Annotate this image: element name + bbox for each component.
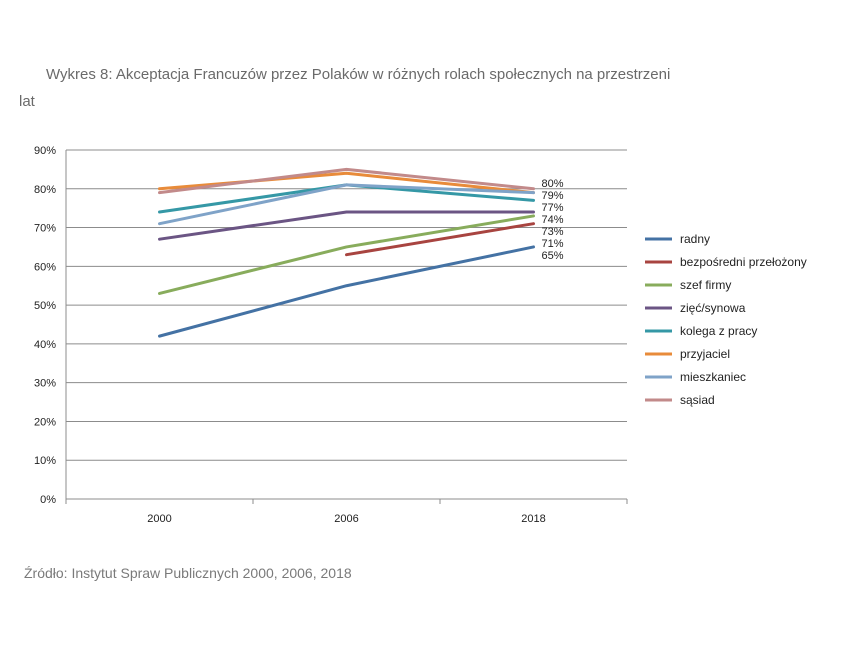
x-axis: 2000 2006 2018 (65, 150, 628, 525)
y-tick-label: 40% (34, 339, 56, 351)
x-tick-label: 2000 (147, 513, 171, 525)
legend-label: przyjaciel (680, 347, 730, 361)
y-tick-label: 70% (34, 223, 56, 235)
source-note: Źródło: Instytut Spraw Publicznych 2000,… (24, 565, 352, 581)
series-lines (158, 167, 535, 338)
y-tick-label: 80% (34, 184, 56, 196)
y-tick-label: 60% (34, 261, 56, 273)
y-tick-label: 50% (34, 300, 56, 312)
series-line-radny (158, 245, 535, 338)
data-label: 71% (542, 238, 564, 250)
x-tick-label: 2006 (334, 513, 358, 525)
legend-label: sąsiad (680, 393, 715, 407)
data-labels: 80%79%77%74%73%71%65% (542, 178, 564, 262)
legend-label: szef firmy (680, 278, 731, 292)
legend-label: kolega z pracy (680, 324, 757, 338)
data-label: 74% (542, 214, 564, 226)
series-line-zi-synowa (158, 210, 535, 241)
y-tick-label: 20% (34, 416, 56, 428)
legend-label: zięć/synowa (680, 301, 746, 315)
legend-label: bezpośredni przełożony (680, 255, 807, 269)
y-tick-label: 10% (34, 455, 56, 467)
series-line-bezpo-redni-prze-o-ony (345, 222, 535, 257)
data-label: 65% (542, 250, 564, 262)
chart-title: Wykres 8: Akceptacja Francuzów przez Pol… (46, 66, 671, 83)
y-axis-ticks: 0% 10% 20% 30% 40% 50% 60% 70% 80% 90% (34, 145, 56, 506)
legend-label: radny (680, 232, 710, 246)
data-label: 73% (542, 226, 564, 238)
gridlines (66, 149, 627, 500)
data-label: 77% (542, 202, 564, 214)
y-tick-label: 30% (34, 378, 56, 390)
x-tick-label: 2018 (521, 513, 545, 525)
y-tick-label: 0% (40, 494, 56, 506)
y-tick-label: 90% (34, 145, 56, 157)
series-line-mieszkaniec (158, 183, 535, 226)
chart-title-continuation: lat (19, 93, 35, 110)
series-line-s-siad (158, 167, 535, 195)
data-label: 80% (542, 178, 564, 190)
series-line-szef-firmy (158, 214, 535, 295)
legend-label: mieszkaniec (680, 370, 746, 384)
data-label: 79% (542, 190, 564, 202)
legend: radny bezpośredni przełożony szef firmy zię… (645, 232, 807, 407)
